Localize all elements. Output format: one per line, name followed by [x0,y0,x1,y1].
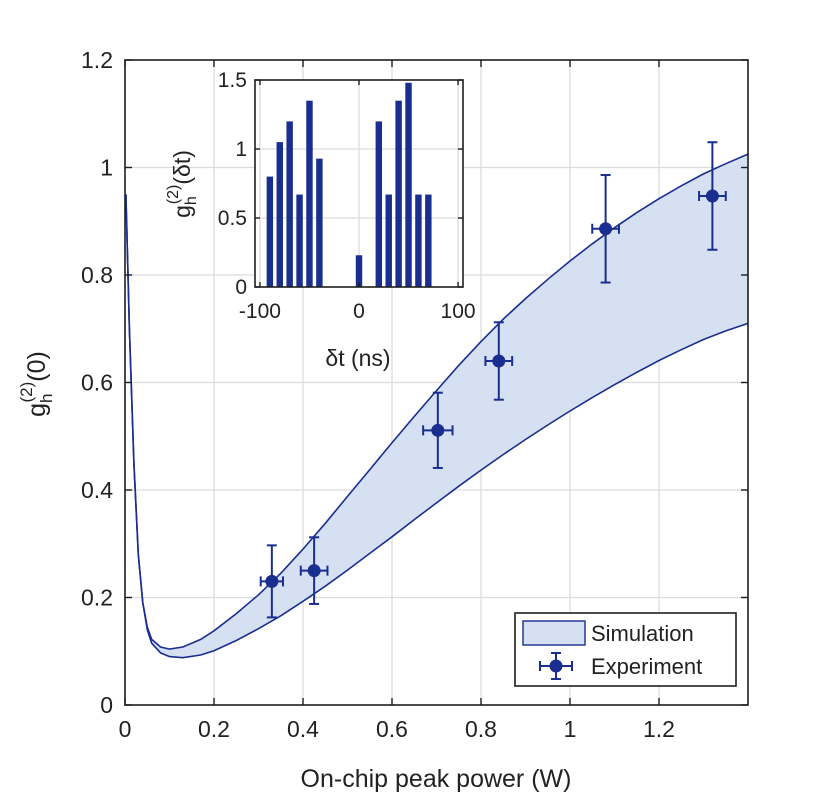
inset-y-axis-title: gh(2)(δt) [165,150,200,218]
experiment-point [422,391,454,469]
y-axis-title-base: g [23,403,51,417]
main-axis-ticks: 0 0.2 0.4 0.6 0.8 1 1.2 0 0.2 0.4 0.6 0.8 1 1.2 [81,47,748,742]
inset-x-tick-label: 100 [441,300,476,323]
inset-x-tick-label: -100 [239,300,281,323]
legend-experiment-label: Experiment [591,654,702,679]
inset-bars [266,82,432,288]
inset-bar [276,142,283,287]
legend-simulation-swatch [522,620,586,646]
experiment-marker [599,222,613,236]
inset-y-tick-label: 1.5 [218,69,247,92]
x-tick-label: 0.6 [376,716,408,742]
inset-y-axis-title-sub: h [183,196,200,205]
y-tick-label: 1.2 [81,47,113,73]
main-plot-series [125,141,748,659]
experiment-point [698,141,727,251]
inset-bar [296,194,303,287]
y-tick-label: 0.6 [81,370,113,396]
inset-y-axis-title-base: g [169,205,195,218]
legend: Simulation Experiment [514,612,737,687]
inset-x-axis-title: δt (ns) [325,345,390,371]
legend-experiment-marker [539,652,573,680]
inset-bar [286,121,293,288]
y-tick-label: 1 [100,155,113,181]
y-tick-label: 0 [100,692,113,718]
x-tick-label: 0.4 [287,716,319,742]
inset-bar [395,100,402,287]
svg-text:gh(2)(0): gh(2)(0) [17,351,56,417]
inset-bar [316,158,323,287]
experiment-marker [307,564,321,578]
experiment-point [591,174,620,284]
simulation-lower-line [125,194,748,659]
y-axis-title: gh(2)(0) [17,351,56,417]
x-axis-title: On-chip peak power (W) [301,765,572,793]
inset-x-tick-label: 0 [353,300,365,323]
experiment-point [484,321,514,401]
inset-bar [425,194,432,287]
experiment-marker [492,354,506,368]
experiment-point [259,544,284,619]
inset-bar [405,82,412,287]
inset-bar [415,194,422,287]
x-tick-label: 0.8 [465,716,497,742]
experiment-marker [705,189,719,203]
x-tick-label: 0 [119,716,132,742]
inset-bar [385,194,392,287]
inset-bar [266,176,274,287]
x-tick-label: 1.2 [643,716,675,742]
experiment-marker [431,423,445,437]
svg-text:gh(2)(δt): gh(2)(δt) [165,150,200,218]
inset-y-tick-label: 0.5 [218,207,247,230]
x-tick-label: 0.2 [198,716,230,742]
legend-simulation-label: Simulation [591,621,694,646]
y-axis-title-sup: (2) [17,382,36,403]
y-tick-label: 0.4 [81,477,113,503]
experiment-marker [265,574,279,588]
inset-bar [375,121,383,288]
inset-y-tick-label: 0 [235,276,247,299]
experiment-point [299,536,329,605]
y-tick-label: 0.8 [81,262,113,288]
y-axis-title-sub: h [37,393,56,402]
y-tick-label: 0.2 [81,585,113,611]
inset-y-tick-label: 1 [235,138,247,161]
inset-y-axis-title-sup: (2) [165,185,182,205]
inset-y-axis-title-arg: (δt) [169,150,195,185]
inset-bar [306,100,313,287]
y-axis-title-arg: (0) [23,351,51,382]
x-tick-label: 1 [564,716,577,742]
inset-bar [355,255,363,287]
